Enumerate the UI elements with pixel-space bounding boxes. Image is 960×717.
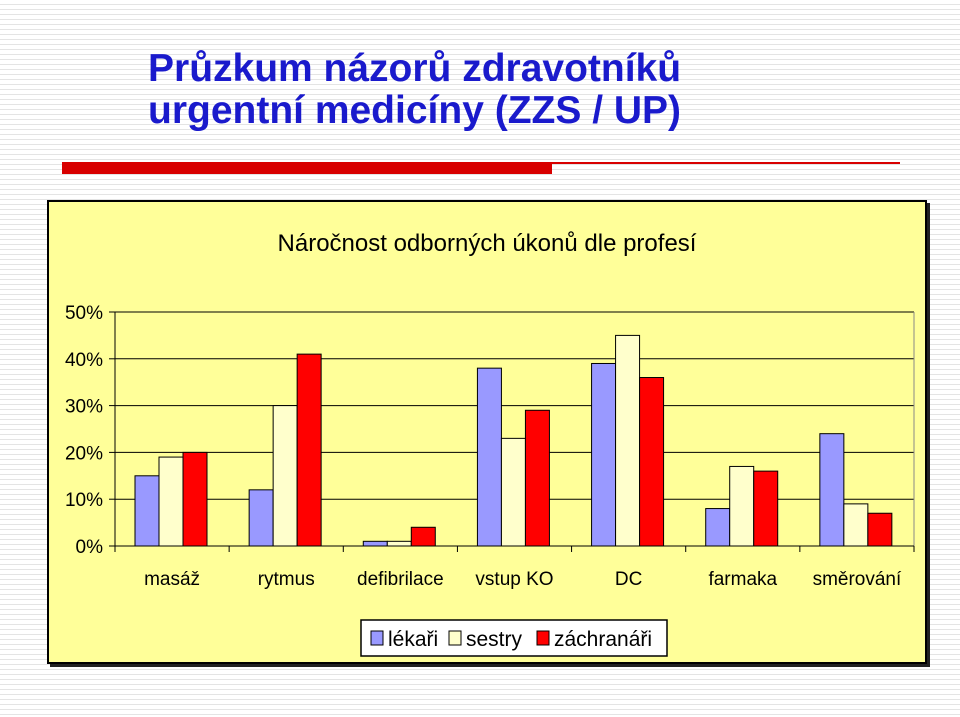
y-tick-label: 20%	[65, 443, 103, 464]
axes: 0% 10% 20% 30% 40% 50% masáž rytmus defibrilace v…	[65, 303, 915, 590]
x-tick-label: DC	[615, 569, 642, 590]
legend: lékaři sestry záchranáři	[360, 619, 668, 657]
bar-záchranáři-vstup KO	[524, 409, 550, 547]
x-tick-label: vstup KO	[475, 569, 553, 590]
legend-box	[360, 619, 668, 657]
slide-title: Průzkum názorů zdravotníků urgentní medi…	[148, 48, 681, 132]
legend-label: lékaři	[388, 628, 438, 651]
legend-label: sestry	[466, 628, 523, 651]
x-tick-label: rytmus	[258, 569, 315, 590]
bar-sestry-směrování	[843, 503, 869, 547]
bar-záchranáři-DC	[639, 377, 665, 547]
legend-swatch	[370, 630, 384, 646]
x-tick-label: farmaka	[708, 569, 777, 590]
y-tick-label: 30%	[65, 397, 103, 418]
bar-záchranáři-rytmus	[296, 353, 322, 547]
legend-swatch	[448, 630, 462, 646]
bar-lékaři-DC	[591, 362, 617, 547]
bar-sestry-vstup KO	[500, 437, 526, 547]
bar-lékaři-vstup KO	[476, 367, 502, 547]
slide-title-line-2: urgentní medicíny (ZZS / UP)	[148, 89, 682, 132]
bar-sestry-farmaka	[729, 465, 755, 547]
chart-panel: Náročnost odborných úkonů dle profesí 0%…	[47, 200, 927, 664]
bar-chart: Náročnost odborných úkonů dle profesí 0%…	[65, 230, 915, 657]
bar-záchranáři-masáž	[182, 451, 208, 547]
bar-sestry-DC	[615, 334, 641, 547]
bar-lékaři-směrování	[819, 433, 845, 547]
bar-lékaři-masáž	[134, 475, 160, 547]
bar-sestry-rytmus	[272, 405, 298, 547]
bar-záchranáři-směrování	[867, 512, 893, 547]
y-tick-label: 40%	[65, 350, 103, 371]
bar-lékaři-farmaka	[705, 508, 731, 547]
x-tick-label: masáž	[144, 569, 200, 590]
bar-sestry-masáž	[158, 456, 184, 547]
title-underline-thin	[62, 162, 900, 164]
bar-záchranáři-farmaka	[753, 470, 779, 547]
legend-swatch	[536, 630, 550, 646]
bar-lékaři-defibrilace	[362, 540, 388, 547]
title-underline-thick	[62, 164, 552, 174]
y-tick-label: 50%	[65, 303, 103, 324]
y-tick-label: 10%	[65, 490, 103, 511]
bars	[134, 334, 893, 547]
x-tick-label: defibrilace	[357, 569, 444, 590]
bar-záchranáři-defibrilace	[410, 526, 436, 547]
bar-lékaři-rytmus	[248, 489, 274, 547]
bar-sestry-defibrilace	[386, 540, 412, 547]
slide-title-line-1: Průzkum názorů zdravotníků	[148, 47, 682, 90]
legend-label: záchranáři	[554, 628, 652, 651]
chart-title: Náročnost odborných úkonů dle profesí	[278, 230, 697, 257]
x-tick-label: směrování	[813, 569, 902, 590]
y-tick-label: 0%	[76, 537, 104, 558]
